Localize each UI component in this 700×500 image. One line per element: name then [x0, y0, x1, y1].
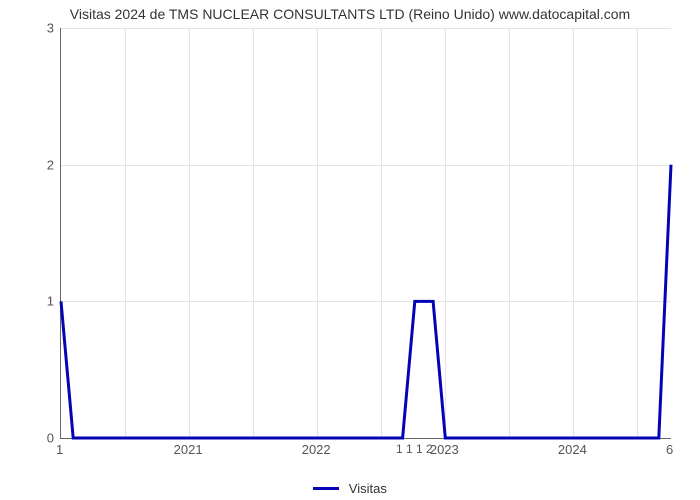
- axis-extra-label: 6: [666, 442, 673, 457]
- y-tick: 3: [47, 21, 54, 36]
- x-tick: 2023: [430, 442, 459, 457]
- axis-extra-label: 1: [416, 442, 423, 456]
- x-tick: 2021: [174, 442, 203, 457]
- x-tick: 2024: [558, 442, 587, 457]
- axis-extra-label: 1: [56, 442, 63, 457]
- y-tick: 2: [47, 157, 54, 172]
- axis-extra-label: 2: [426, 442, 433, 456]
- y-tick: 1: [47, 294, 54, 309]
- legend: Visitas: [0, 480, 700, 496]
- plot-area: [60, 28, 671, 439]
- legend-swatch: [313, 487, 339, 490]
- legend-label: Visitas: [349, 481, 387, 496]
- chart-title: Visitas 2024 de TMS NUCLEAR CONSULTANTS …: [0, 6, 700, 22]
- x-tick: 2022: [302, 442, 331, 457]
- line-series: [61, 28, 671, 438]
- axis-extra-label: 1 1: [396, 442, 413, 456]
- y-tick: 0: [47, 431, 54, 446]
